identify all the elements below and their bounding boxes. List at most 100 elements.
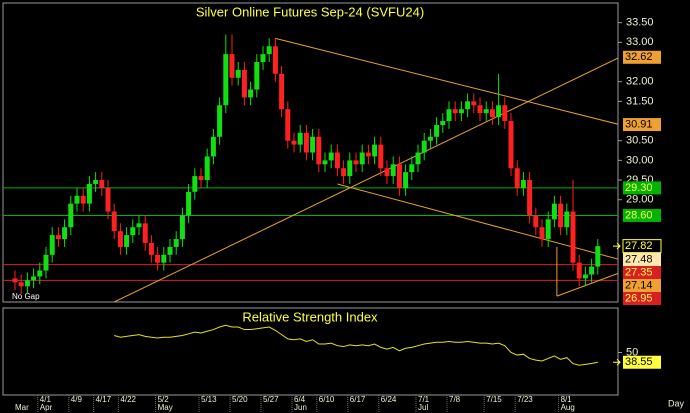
candle-body	[18, 282, 24, 287]
indicator-arrow	[613, 358, 621, 366]
trendline	[556, 272, 618, 297]
candle-body	[347, 160, 353, 177]
trendline	[113, 57, 618, 302]
y-tick-label: 31.50	[626, 95, 654, 107]
candle-body	[148, 242, 154, 255]
x-tick-label: 4/17	[96, 395, 112, 404]
candle-body	[24, 280, 30, 287]
trendline-label: 32.62	[625, 51, 653, 63]
candle-body	[68, 203, 74, 228]
candle-body	[254, 62, 260, 90]
candle-body	[589, 266, 595, 275]
candle-body	[551, 203, 557, 220]
level-label: 26.95	[625, 292, 653, 304]
candle-body	[93, 180, 99, 184]
y-tick-label: 33.50	[626, 17, 654, 29]
candle-body	[31, 276, 37, 281]
level-label: 28.60	[625, 209, 653, 221]
candle-body	[142, 223, 148, 243]
x-tick-label: 4/9	[71, 395, 83, 404]
candle-body	[434, 124, 440, 137]
y-tick-label: 32.00	[626, 76, 654, 88]
month-label: Aug	[561, 403, 575, 412]
candle-body	[80, 195, 86, 204]
candle-body	[297, 132, 303, 145]
candle-body	[502, 105, 508, 122]
x-tick-label: 5/20	[232, 395, 248, 404]
candle-body	[334, 152, 340, 169]
candle-body	[272, 46, 278, 74]
x-tick-label: 7/1	[418, 395, 430, 404]
candle-body	[99, 180, 105, 188]
x-tick-label: 5/13	[201, 395, 217, 404]
candle-body	[570, 211, 576, 263]
indicator-plot	[114, 324, 598, 366]
candle-body	[539, 227, 545, 240]
candle-body	[465, 101, 471, 110]
candle-body	[403, 172, 409, 188]
x-tick-label: 6/24	[381, 395, 397, 404]
candle-body	[514, 168, 520, 188]
candle-body	[241, 69, 247, 98]
candle-body	[37, 270, 43, 277]
candle-body	[427, 136, 433, 141]
level-label-box	[623, 292, 661, 306]
x-tick-label: 8/1	[561, 395, 573, 404]
candle-body	[55, 235, 61, 240]
candle-body	[173, 239, 179, 247]
y-tick-label: 33.00	[626, 36, 654, 48]
candle-body	[279, 73, 285, 110]
x-tick-label: 5/27	[263, 395, 279, 404]
price-panel	[2, 2, 619, 303]
candle-body	[359, 152, 365, 165]
trendline-label: 27.14	[625, 279, 653, 291]
y-tick-label: 30.50	[626, 135, 654, 147]
candle-body	[186, 191, 192, 216]
indicator-value-box	[623, 355, 661, 369]
candle-body	[161, 254, 167, 263]
month-label: Mar	[15, 403, 29, 412]
candle-body	[328, 152, 334, 161]
candle-body	[458, 109, 464, 114]
candle-body	[62, 227, 68, 240]
trendline	[275, 37, 618, 125]
candle-body	[489, 109, 495, 118]
x-tick-label: 6/4	[294, 395, 306, 404]
candle-body	[86, 183, 92, 204]
candle-body	[341, 168, 347, 177]
x-tick-label: 6/17	[350, 395, 366, 404]
y-tick-label: 29.00	[626, 194, 654, 206]
candle-body	[520, 180, 526, 188]
candle-body	[204, 156, 210, 181]
candle-body	[210, 136, 216, 157]
candle-body	[248, 89, 254, 98]
candle-body	[421, 140, 427, 153]
x-tick-label: 4/1	[40, 395, 52, 404]
candle-body	[266, 46, 272, 55]
candle-body	[198, 176, 204, 181]
note: No Gap	[12, 292, 40, 301]
last-price-label: 27.82	[625, 240, 653, 252]
candle-body	[43, 254, 49, 271]
candle-body	[192, 176, 198, 192]
candle-body	[508, 121, 514, 169]
candle-body	[533, 215, 539, 228]
trendline-label-box	[623, 253, 661, 267]
chart-title: Silver Online Futures Sep-24 (SVFU24)	[196, 4, 424, 19]
month-label: Jun	[294, 403, 307, 412]
candle-body	[409, 164, 415, 173]
level-label: 27.35	[625, 266, 653, 278]
candle-body	[483, 109, 489, 114]
candle-body	[353, 160, 359, 165]
candle-body	[477, 105, 483, 114]
candle-body	[564, 211, 570, 228]
candle-body	[229, 54, 235, 78]
candle-body	[130, 227, 136, 236]
candle-body	[316, 136, 322, 165]
candle-body	[390, 164, 396, 177]
candle-body	[471, 101, 477, 106]
candle-body	[74, 195, 80, 204]
x-tick-label: 6/10	[319, 395, 335, 404]
candle-body	[217, 105, 223, 137]
